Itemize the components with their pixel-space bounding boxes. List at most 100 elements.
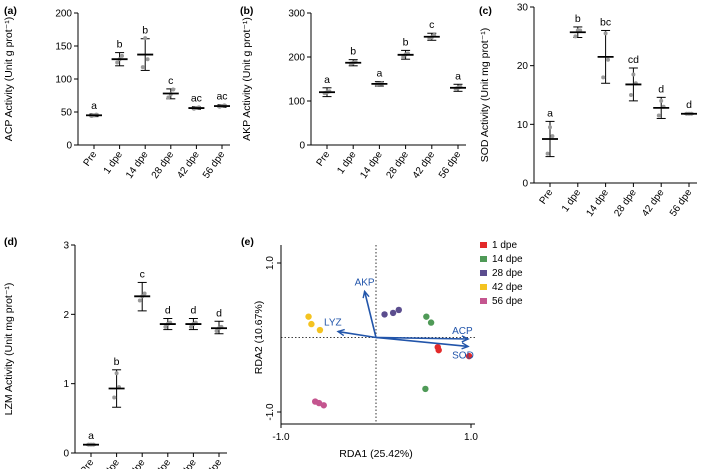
- y-axis-label: AKP Activity (Unit g prot⁻¹): [241, 17, 253, 141]
- significance-letter: a: [455, 70, 461, 82]
- arrowhead: [461, 342, 470, 350]
- x-tick-label: Pre: [315, 149, 333, 168]
- x-tick-label: 56 dpe: [201, 149, 228, 181]
- data-point: [550, 134, 555, 139]
- significance-letter: d: [190, 304, 196, 316]
- data-point: [545, 151, 550, 156]
- y-tick-label: 200: [55, 9, 72, 20]
- panel-label: (b): [240, 5, 253, 17]
- y-axis-label: SOD Activity (Unit mg prot⁻¹): [479, 28, 491, 162]
- y-tick-label: 0: [299, 141, 305, 152]
- data-point: [606, 57, 610, 62]
- vector-label: LYZ: [324, 318, 342, 329]
- sample-point-14-dpe: [423, 313, 430, 320]
- y-tick-label: 0: [63, 449, 69, 460]
- x-tick-label: Pre: [538, 187, 556, 206]
- data-point: [112, 395, 117, 400]
- x-tick-label: 1 dpe: [99, 457, 123, 469]
- data-point: [656, 113, 661, 118]
- sample-point-42-dpe: [305, 313, 312, 320]
- sample-point-56-dpe: [320, 402, 327, 409]
- x-tick-label: 42 dpe: [640, 187, 667, 219]
- legend-label: 1 dpe: [492, 240, 517, 251]
- panel-label: (a): [4, 5, 17, 17]
- data-point: [573, 34, 578, 39]
- x-tick-label: 56 dpe: [437, 149, 464, 181]
- legend-swatch: [480, 270, 487, 276]
- significance-letter: cd: [628, 54, 639, 66]
- vector-label: SOD: [452, 350, 474, 361]
- data-point: [137, 298, 142, 303]
- x-tick-label: Pre: [82, 149, 100, 168]
- y-tick-label: 10: [517, 120, 529, 131]
- sample-point-28-dpe: [381, 311, 388, 318]
- significance-letter: c: [429, 19, 434, 31]
- arrowhead: [336, 328, 345, 337]
- panel-label: (d): [4, 236, 17, 248]
- panel-0: (a) 0 50 100 150 200 ACP Activity (Unit g prot…: [3, 5, 230, 181]
- data-point: [145, 57, 150, 62]
- significance-letter: d: [658, 83, 664, 95]
- significance-letter: b: [117, 39, 123, 51]
- y-tick-label: 0: [522, 179, 528, 190]
- sample-point-14-dpe: [427, 319, 435, 326]
- panel-1: (b) 0 100 200 300 AKP Activity (Unit g prot⁻¹…: [240, 5, 466, 181]
- data-point: [142, 291, 147, 296]
- y-tick-label: 200: [288, 53, 305, 64]
- panel-2: (c) 0 10 20 30 SOD Activity (Unit mg prot⁻¹) P…: [479, 3, 697, 219]
- legend-label: 28 dpe: [492, 268, 523, 279]
- panel-3: (d) 0 1 2 3 LZM Activity (Unit mg prot⁻¹) Pre a…: [3, 236, 227, 469]
- data-point: [601, 75, 606, 80]
- panel-label: (e): [241, 236, 254, 248]
- y-tick-label: 100: [288, 97, 305, 108]
- significance-letter: b: [575, 13, 581, 25]
- data-point: [214, 328, 219, 333]
- sample-point-42-dpe: [308, 320, 315, 328]
- significance-letter: c: [140, 268, 145, 280]
- x-tick-label: 28 dpe: [612, 187, 639, 219]
- x-tick-label: 1 dpe: [335, 149, 359, 176]
- data-point: [659, 98, 664, 103]
- y-axis-label: LZM Activity (Unit mg prot⁻¹): [3, 283, 15, 416]
- data-point: [189, 324, 193, 329]
- y-tick-label: 1.0: [265, 256, 276, 270]
- sample-point-28-dpe: [395, 306, 402, 314]
- data-point: [163, 324, 168, 329]
- y-axis-label: ACP Activity (Unit g prot⁻¹): [3, 17, 15, 141]
- significance-letter: ac: [216, 91, 227, 103]
- y-tick-label: 1: [63, 379, 69, 390]
- data-point: [115, 60, 120, 65]
- y-tick-label: 30: [517, 3, 529, 14]
- data-point: [631, 72, 636, 77]
- significance-letter: a: [376, 68, 382, 80]
- legend-label: 56 dpe: [492, 296, 523, 307]
- loading-arrow: [375, 336, 469, 348]
- sample-point-28-dpe: [389, 309, 397, 317]
- data-point: [171, 87, 176, 92]
- data-point: [120, 53, 124, 58]
- vector-label: ACP: [452, 326, 473, 337]
- x-tick-label: 42 dpe: [172, 457, 199, 469]
- loading-arrow: [337, 330, 377, 339]
- x-axis-label: RDA1 (25.42%): [339, 448, 413, 460]
- x-tick-label: 42 dpe: [175, 149, 202, 181]
- legend-swatch: [480, 256, 487, 262]
- x-tick-label: 28 dpe: [147, 457, 174, 469]
- y-tick-label: 50: [61, 108, 73, 119]
- x-tick-label: 14 dpe: [358, 149, 385, 181]
- x-tick-label: 1.0: [464, 432, 478, 443]
- legend-label: 14 dpe: [492, 254, 523, 265]
- data-point: [401, 55, 406, 59]
- significance-letter: d: [216, 307, 222, 319]
- sample-point-1-dpe: [435, 346, 442, 354]
- sample-point-42-dpe: [316, 326, 324, 334]
- significance-letter: b: [403, 36, 409, 48]
- significance-letter: d: [165, 304, 171, 316]
- x-tick-label: 56 dpe: [198, 457, 225, 469]
- data-point: [548, 125, 552, 130]
- x-tick-label: 28 dpe: [150, 149, 177, 181]
- loading-arrow: [363, 291, 377, 338]
- sample-point-1-dpe: [465, 352, 473, 360]
- significance-letter: a: [547, 107, 553, 119]
- data-point: [166, 95, 171, 100]
